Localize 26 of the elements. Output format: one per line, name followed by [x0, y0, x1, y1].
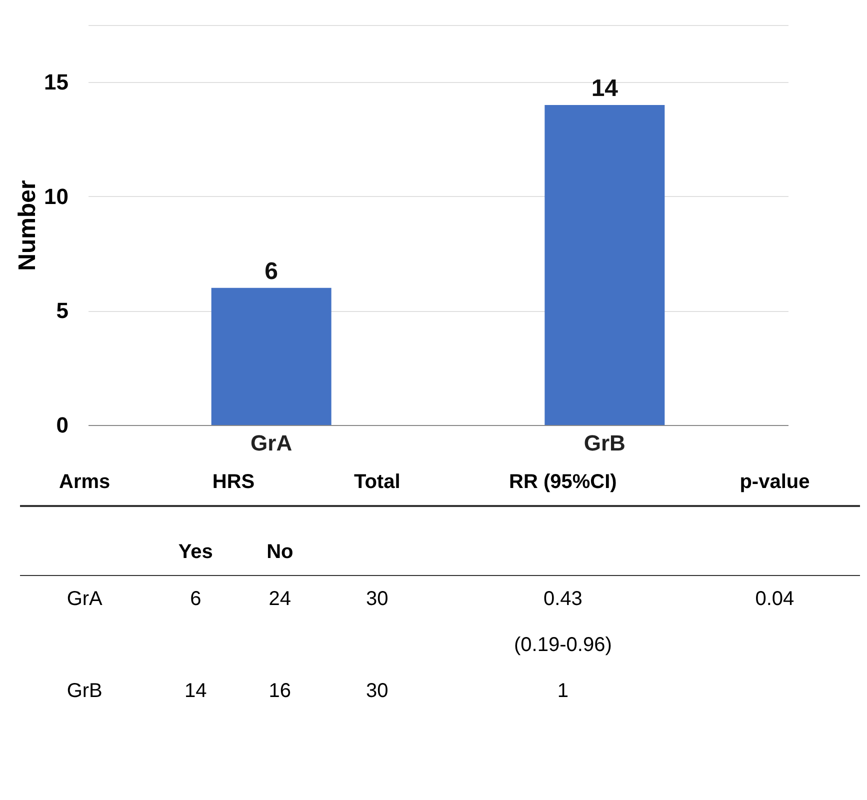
text: p-value [689, 459, 860, 506]
data-label: 6 [264, 258, 278, 285]
data-label: 14 [591, 75, 619, 102]
text: Total [318, 459, 436, 506]
text: RR (95%CI) [436, 459, 690, 506]
text: Arms [20, 459, 150, 506]
text: 1 [556, 678, 570, 704]
y-tick-label: 0 [56, 412, 68, 438]
text: 0.43 [542, 586, 584, 612]
y-axis-title: Number [14, 180, 42, 271]
text: HRS [149, 459, 318, 506]
text: 6 [189, 586, 202, 612]
text: Yes [149, 506, 242, 576]
text: 14 [184, 678, 208, 704]
text: (0.19-0.96) [513, 632, 613, 658]
text: 30 [364, 678, 390, 704]
y-tick-label: 5 [56, 298, 68, 324]
text: 24 [268, 586, 292, 612]
text: 0.04 [754, 586, 796, 612]
text: 30 [364, 586, 390, 612]
text: No [242, 506, 318, 576]
text: GrA [66, 586, 104, 612]
y-tick-label: 15 [44, 70, 68, 95]
text: 16 [268, 678, 292, 704]
text: GrB [66, 678, 104, 704]
y-tick-label: 10 [44, 184, 68, 209]
